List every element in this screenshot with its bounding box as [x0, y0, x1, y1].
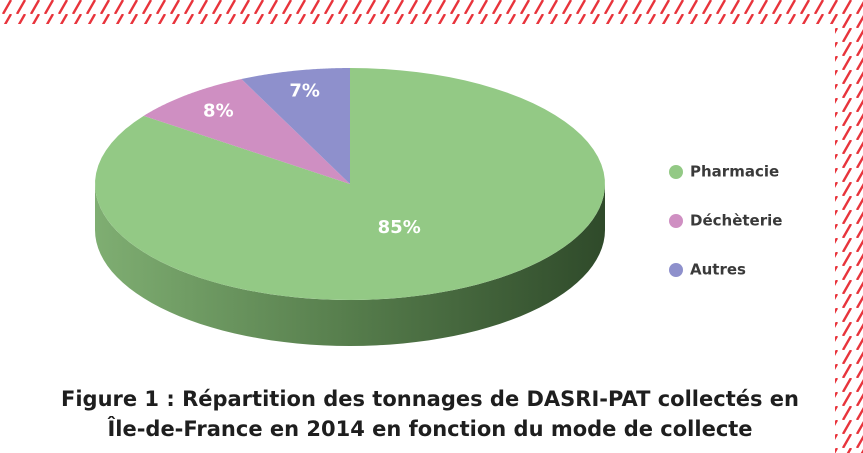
- value-label: 7%: [289, 81, 320, 102]
- pie-slice: [241, 68, 350, 184]
- legend-swatch: [669, 165, 683, 179]
- value-label: 85%: [378, 217, 421, 238]
- decor-right: [835, 24, 863, 453]
- legend-swatch: [669, 263, 683, 277]
- legend-label: Autres: [690, 261, 746, 279]
- legend-swatch: [669, 214, 683, 228]
- legend: Pharmacie Déchèterie Autres: [669, 163, 782, 279]
- pie: 85% 8% 7%: [95, 68, 605, 346]
- pie-side: [95, 184, 605, 346]
- value-label: 8%: [203, 101, 234, 122]
- decor-top: [0, 0, 863, 24]
- pie-slice: [95, 68, 605, 300]
- legend-label: Déchèterie: [690, 212, 782, 230]
- legend-label: Pharmacie: [690, 163, 779, 181]
- pie-slice: [143, 79, 350, 184]
- caption: Figure 1 : Répartition des tonnages de D…: [61, 387, 799, 441]
